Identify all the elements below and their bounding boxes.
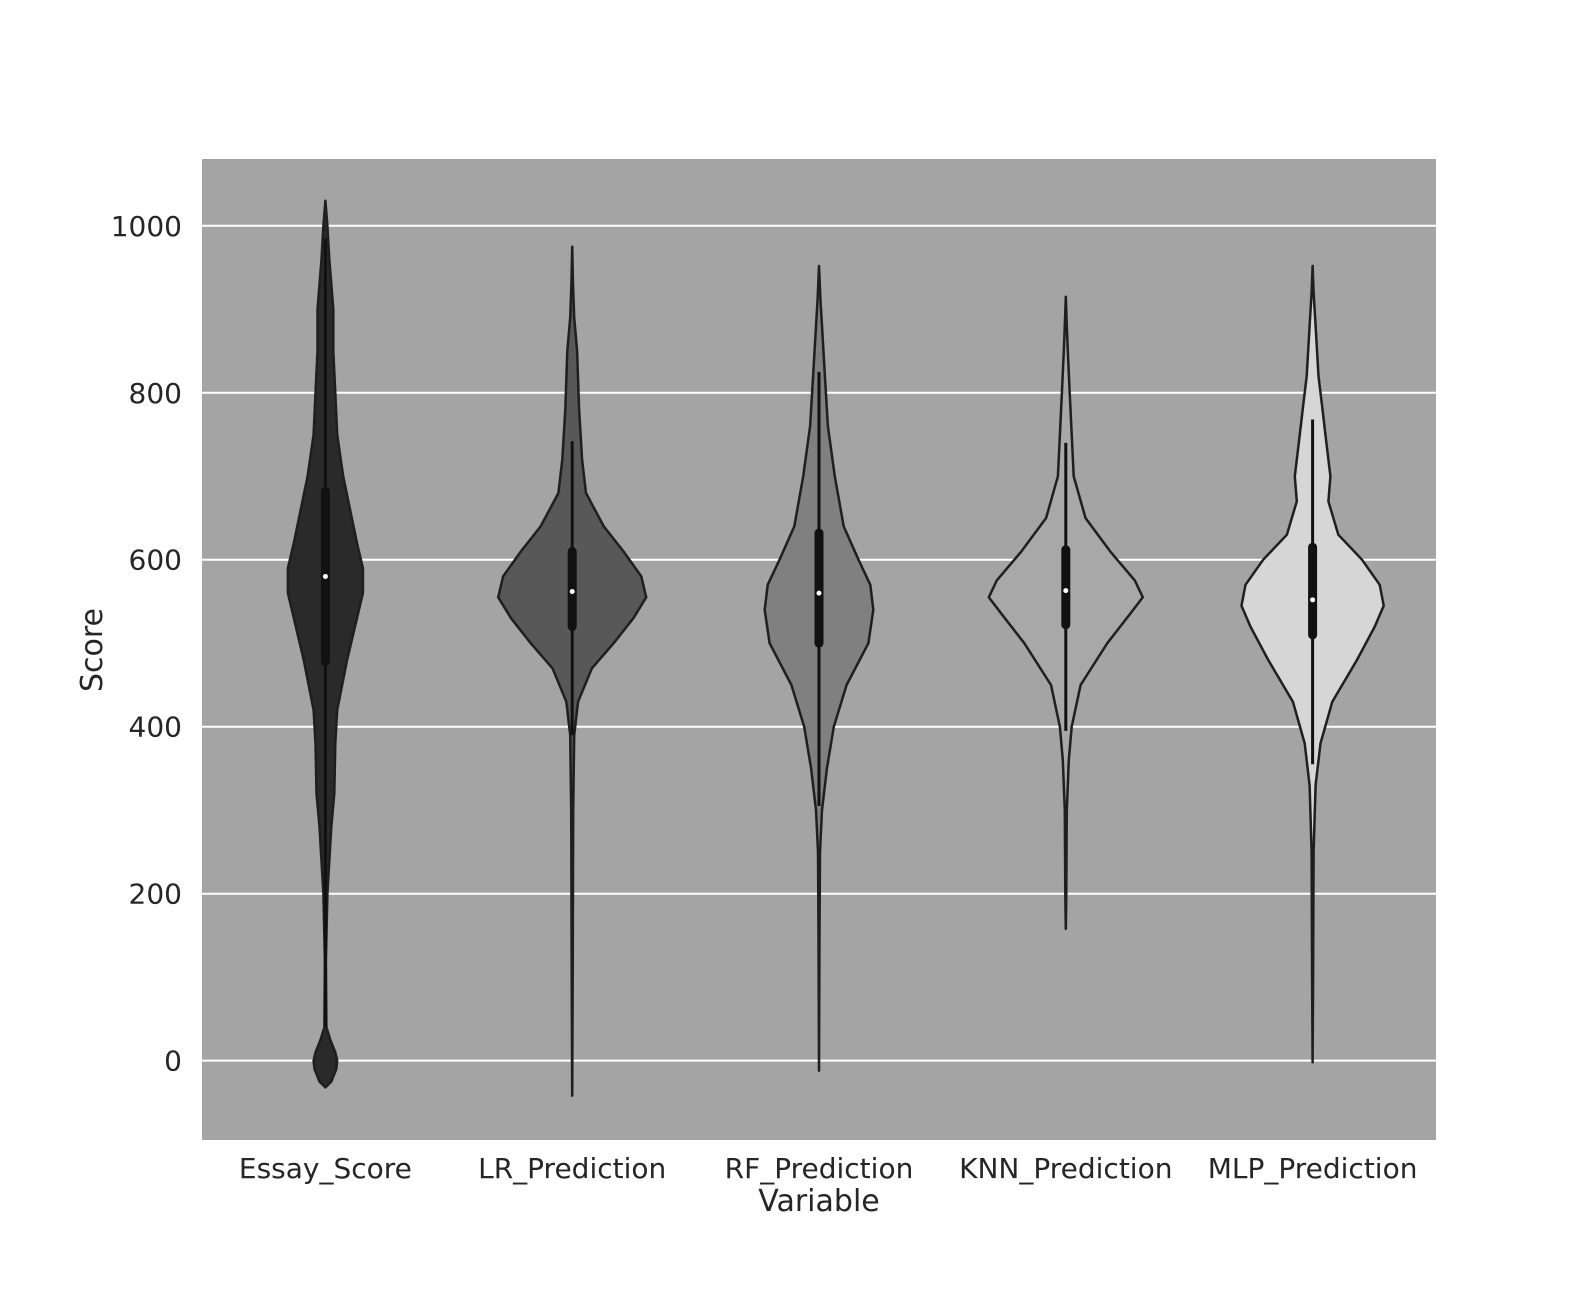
violin-median — [816, 590, 822, 596]
x-tick-label: RF_Prediction — [725, 1152, 914, 1185]
violin-median — [1310, 597, 1316, 603]
violin-median — [569, 588, 575, 594]
x-axis-label: Variable — [758, 1184, 879, 1219]
y-axis-label: Score — [75, 608, 110, 692]
y-tick-label: 1000 — [111, 210, 182, 243]
x-tick-labels: Essay_Score LR_Prediction RF_Prediction KNN… — [239, 1152, 1418, 1185]
y-tick-label: 400 — [129, 711, 182, 744]
y-tick-labels: 0 200 400 600 800 1000 — [111, 210, 182, 1078]
violin-median — [322, 573, 328, 579]
y-tick-label: 200 — [129, 878, 182, 911]
y-tick-label: 600 — [129, 544, 182, 577]
violin-median — [1063, 588, 1069, 594]
x-tick-label: MLP_Prediction — [1208, 1152, 1418, 1185]
y-tick-label: 800 — [129, 377, 182, 410]
y-tick-label: 0 — [164, 1045, 182, 1078]
x-tick-label: LR_Prediction — [478, 1152, 666, 1185]
x-tick-label: Essay_Score — [239, 1152, 412, 1185]
violins-group — [286, 199, 1385, 1098]
x-tick-label: KNN_Prediction — [959, 1152, 1172, 1185]
